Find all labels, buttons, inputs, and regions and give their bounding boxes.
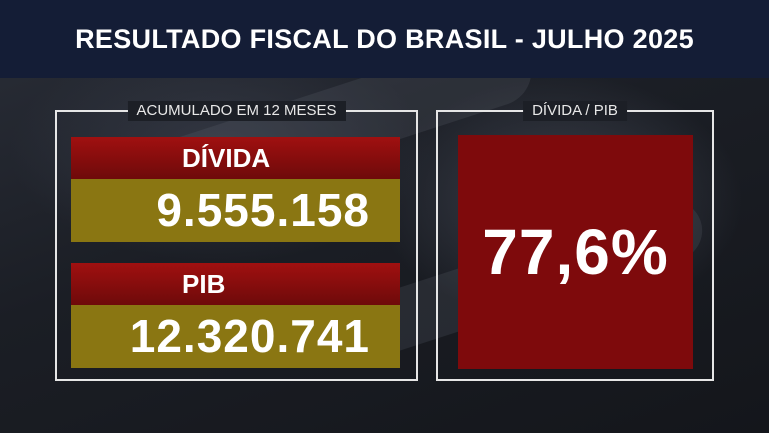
debt-stat: DÍVIDA 9.555.158 <box>71 137 400 242</box>
ratio-panel: DÍVIDA / PIB 77,6% <box>436 101 714 381</box>
ratio-panel-label: DÍVIDA / PIB <box>523 101 627 121</box>
gdp-label: PIB <box>71 263 400 305</box>
debt-label: DÍVIDA <box>71 137 400 179</box>
gdp-value: 12.320.741 <box>71 305 400 368</box>
debt-to-gdp-ratio: 77,6% <box>482 216 669 288</box>
page-title: RESULTADO FISCAL DO BRASIL - JULHO 2025 <box>75 23 694 54</box>
title-banner: RESULTADO FISCAL DO BRASIL - JULHO 2025 <box>0 0 769 78</box>
accumulated-panel: ACUMULADO EM 12 MESES DÍVIDA 9.555.158 P… <box>55 101 418 381</box>
debt-value: 9.555.158 <box>71 179 400 242</box>
gdp-stat: PIB 12.320.741 <box>71 263 400 368</box>
accumulated-panel-label: ACUMULADO EM 12 MESES <box>127 101 346 121</box>
ratio-box: 77,6% <box>458 135 693 369</box>
